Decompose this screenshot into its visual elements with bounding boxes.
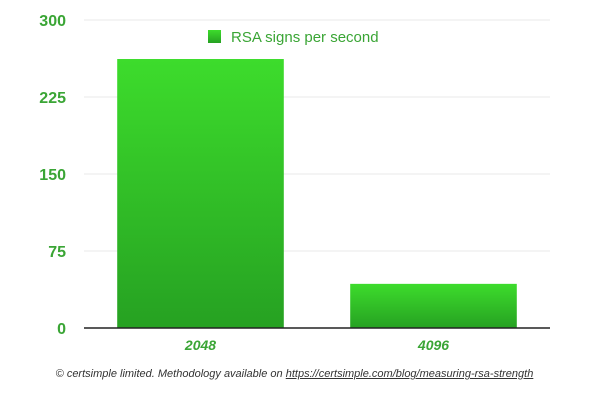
legend-label: RSA signs per second <box>231 29 379 46</box>
x-tick-label: 4096 <box>417 337 449 353</box>
y-tick-label: 150 <box>39 167 66 184</box>
y-tick-label: 75 <box>48 244 66 261</box>
y-tick-label: 225 <box>39 90 66 107</box>
legend: RSA signs per second <box>208 29 379 46</box>
bar-chart: 0 75 150 225 300 2048 4096 RSA signs per seco… <box>39 13 550 353</box>
x-tick-label: 2048 <box>184 337 216 353</box>
bar-4096 <box>350 283 517 328</box>
legend-swatch <box>208 30 221 43</box>
footer-text: © certsimple limited. Methodology availa… <box>55 368 286 380</box>
methodology-link[interactable]: https://certsimple.com/blog/measuring-rs… <box>285 368 534 380</box>
y-tick-label: 0 <box>57 321 66 338</box>
bar-2048 <box>117 59 284 328</box>
y-tick-label: 300 <box>39 13 66 30</box>
chart-footer: © certsimple limited. Methodology availa… <box>0 368 589 380</box>
